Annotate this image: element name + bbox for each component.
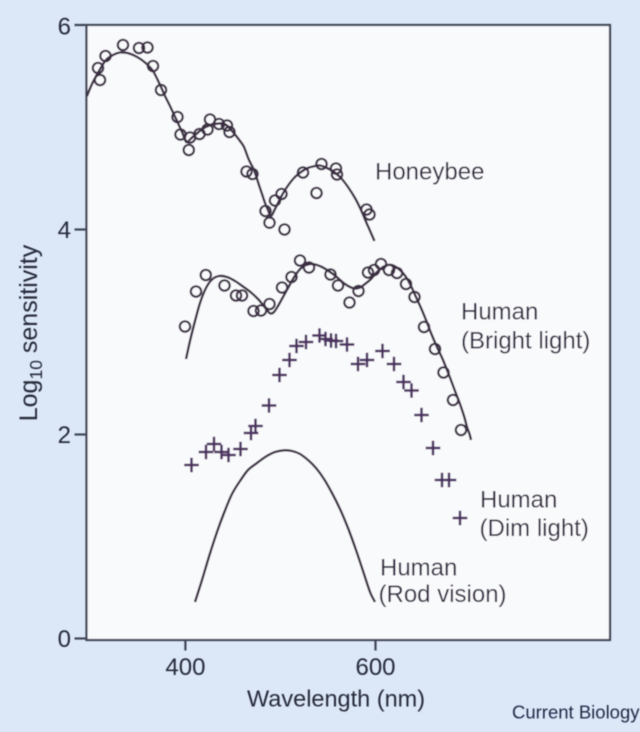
svg-text:600: 600 [355, 654, 395, 681]
svg-text:Honeybee: Honeybee [375, 159, 484, 186]
svg-text:400: 400 [165, 654, 205, 681]
svg-text:Log10 sensitivity: Log10 sensitivity [15, 244, 46, 421]
svg-text:Wavelength (nm): Wavelength (nm) [247, 686, 425, 712]
svg-text:Human: Human [380, 555, 457, 582]
svg-text:Current Biology: Current Biology [512, 702, 640, 723]
svg-text:4: 4 [58, 217, 71, 244]
svg-text:(Bright light): (Bright light) [461, 328, 590, 355]
svg-text:2: 2 [58, 422, 71, 449]
svg-text:(Dim light): (Dim light) [480, 515, 589, 542]
svg-text:Human: Human [461, 299, 538, 326]
svg-text:(Rod vision): (Rod vision) [379, 581, 507, 608]
svg-text:6: 6 [58, 14, 71, 41]
svg-text:0: 0 [58, 626, 71, 653]
svg-text:Human: Human [480, 487, 557, 514]
